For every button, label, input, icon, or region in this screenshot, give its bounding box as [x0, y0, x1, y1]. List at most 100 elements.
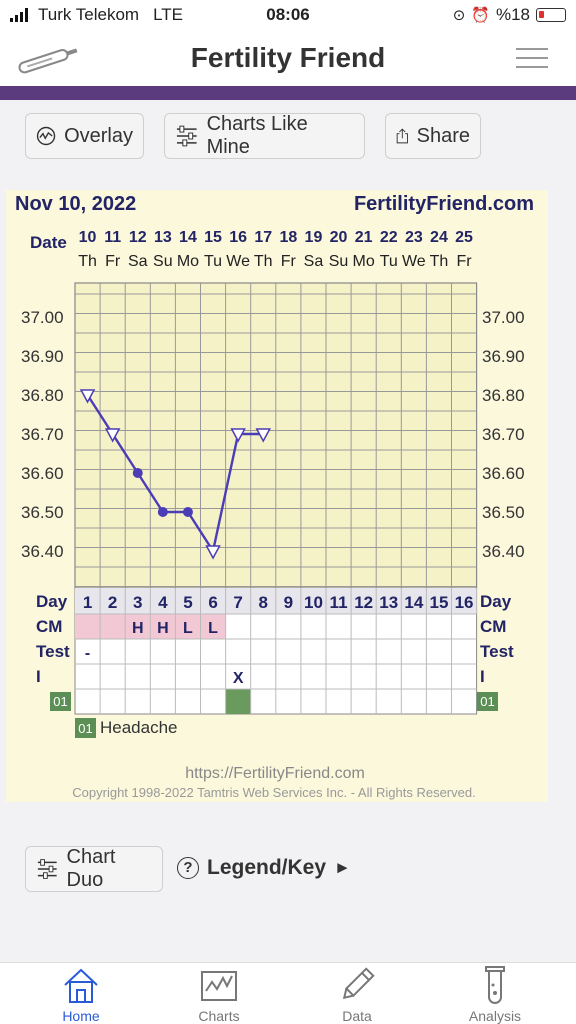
- intercourse-value: X: [233, 670, 244, 687]
- note-code-badge-left: [50, 692, 71, 711]
- temp-axis-label-right: 36.60: [482, 464, 525, 483]
- day-number: 16: [455, 593, 474, 612]
- battery-icon: [536, 8, 566, 22]
- temperature-point: [132, 468, 143, 478]
- sliders-icon: [176, 125, 197, 147]
- rotation-lock-icon: ⊙: [452, 7, 466, 24]
- tab-home[interactable]: Home: [31, 965, 131, 1024]
- cm-value: H: [157, 620, 169, 637]
- row-label-i-left: I: [36, 667, 41, 686]
- tab-home-label: Home: [62, 1008, 100, 1024]
- tab-charts[interactable]: Charts: [169, 965, 269, 1024]
- cm-value: L: [183, 620, 193, 637]
- row-label-cm-right: CM: [480, 617, 506, 636]
- date-label: 24: [430, 229, 448, 246]
- note-code-badge-right: [477, 692, 498, 711]
- temp-axis-label-left: 36.60: [21, 464, 64, 483]
- day-number: 2: [108, 593, 117, 612]
- chart-duo-button[interactable]: Chart Duo: [25, 846, 163, 892]
- day-number: 15: [429, 593, 448, 612]
- temp-axis-label-right: 36.80: [482, 386, 525, 405]
- chart-date: Nov 10, 2022: [15, 193, 137, 215]
- row-label-cm-left: CM: [36, 617, 62, 636]
- question-icon: ?: [177, 857, 199, 879]
- date-label: 13: [154, 229, 172, 246]
- temperature-point: [157, 507, 168, 517]
- temp-axis-label-right: 36.90: [482, 347, 525, 366]
- legend-key-link[interactable]: ? Legend/Key ►: [177, 856, 351, 880]
- weekday-label: Su: [153, 253, 173, 270]
- battery-percent: %18: [495, 5, 530, 24]
- temp-axis-label-left: 36.80: [21, 386, 64, 405]
- chart-site-name: FertilityFriend.com: [353, 193, 534, 215]
- date-label: 25: [455, 229, 473, 246]
- home-icon: [64, 968, 98, 1003]
- weekday-label: Tu: [204, 253, 222, 270]
- chart-footer-url: https://FertilityFriend.com: [185, 765, 365, 782]
- cm-value: L: [208, 620, 218, 637]
- overlay-button[interactable]: Overlay: [25, 113, 144, 159]
- share-button[interactable]: Share: [385, 113, 481, 159]
- note-text: Headache: [100, 718, 178, 737]
- date-label: 20: [330, 229, 348, 246]
- temperature-line: [86, 394, 264, 555]
- tab-data[interactable]: Data: [307, 965, 407, 1024]
- thermometer-logo-icon: [12, 42, 82, 81]
- day-number: 11: [330, 593, 348, 612]
- charts-like-mine-button[interactable]: Charts Like Mine: [164, 113, 365, 159]
- weekday-label: Sa: [304, 253, 324, 270]
- day-number: 13: [379, 593, 398, 612]
- weekday-label: Mo: [353, 253, 375, 270]
- day-number: 1: [83, 593, 92, 612]
- row-label-i-right: I: [480, 667, 485, 686]
- date-label: 17: [254, 229, 272, 246]
- date-label: 19: [305, 229, 323, 246]
- alarm-icon: ⏰: [471, 7, 490, 24]
- note-code-right: 01: [480, 694, 494, 709]
- overlay-label: Overlay: [64, 124, 133, 147]
- weekday-label: Th: [78, 253, 97, 270]
- temp-axis-label-left: 36.40: [21, 542, 64, 561]
- temp-axis-label-right: 36.40: [482, 542, 525, 561]
- app-title: Fertility Friend: [190, 42, 386, 73]
- weekday-label: We: [226, 253, 250, 270]
- note-code-left: 01: [53, 694, 67, 709]
- temperature-point-triangle: [104, 428, 121, 443]
- play-arrow-icon: ►: [334, 858, 351, 877]
- app-header: Fertility Friend: [0, 30, 576, 86]
- note-badge: [75, 718, 96, 738]
- date-label: 15: [204, 229, 222, 246]
- day-number: 9: [284, 593, 293, 612]
- temp-axis-label-left: 36.70: [21, 425, 64, 444]
- tab-analysis[interactable]: Analysis: [445, 965, 545, 1024]
- weekday-label: Su: [329, 253, 349, 270]
- tab-data-label: Data: [342, 1008, 372, 1024]
- date-label: 21: [355, 229, 373, 246]
- weekday-label: Th: [254, 253, 273, 270]
- menu-icon[interactable]: [516, 48, 548, 75]
- share-label: Share: [416, 124, 470, 147]
- intercourse-highlight: [225, 689, 251, 714]
- legend-key-label: Legend/Key: [207, 856, 327, 879]
- test-tube-icon: [485, 966, 505, 1004]
- share-icon: [396, 128, 408, 144]
- date-label: 16: [229, 229, 247, 246]
- date-label: 11: [104, 229, 121, 246]
- date-label: 12: [129, 229, 147, 246]
- test-value: -: [85, 645, 90, 662]
- day-number: 7: [233, 593, 242, 612]
- date-label: 10: [79, 229, 97, 246]
- tab-analysis-label: Analysis: [468, 1008, 522, 1024]
- date-label: 23: [405, 229, 423, 246]
- network-type: LTE: [153, 5, 184, 24]
- weekday-label: We: [402, 253, 426, 270]
- overlay-icon: [36, 126, 56, 146]
- temp-axis-label-right: 36.50: [482, 503, 525, 522]
- temperature-point-triangle: [230, 428, 246, 443]
- temperature-point-triangle: [79, 389, 96, 404]
- signal-icon: [10, 8, 28, 22]
- weekday-label: Fr: [456, 253, 472, 270]
- date-row-label: Date: [30, 233, 67, 252]
- day-number: 14: [404, 593, 423, 612]
